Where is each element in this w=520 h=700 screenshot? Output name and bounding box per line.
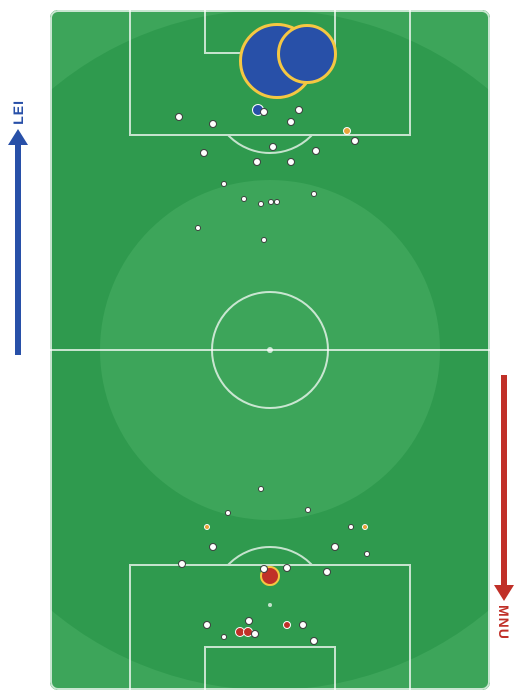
shot-marker <box>287 158 295 166</box>
shot-marker <box>343 127 351 135</box>
shot-marker <box>175 113 183 121</box>
shot-marker <box>245 617 253 625</box>
shot-map-figure: { "figure": { "type": "football-shot-map… <box>0 0 520 700</box>
shot-marker <box>283 564 291 572</box>
team-code-mnu: MNU <box>496 605 512 640</box>
arrow-head-icon <box>8 129 28 145</box>
shot-marker <box>178 560 186 568</box>
shot-marker <box>364 551 370 557</box>
team-code-lei: LEI <box>10 100 26 125</box>
shot-marker <box>253 158 261 166</box>
shot-marker <box>283 621 291 629</box>
shot-marker <box>305 507 311 513</box>
shot-marker <box>331 543 339 551</box>
shot-marker <box>260 108 268 116</box>
shot-marker <box>310 637 318 645</box>
shot-marker <box>251 630 259 638</box>
arrow-shaft <box>501 375 507 585</box>
shot-marker <box>241 196 247 202</box>
shot-marker <box>362 524 368 530</box>
shot-marker <box>225 510 231 516</box>
shot-marker <box>258 486 264 492</box>
shot-marker <box>323 568 331 576</box>
team-arrow-lei: LEI <box>8 100 28 355</box>
shot-marker <box>312 147 320 155</box>
shot-marker <box>200 149 208 157</box>
shot-marker <box>221 181 227 187</box>
shot-marker <box>195 225 201 231</box>
shot-marker <box>274 199 280 205</box>
shot-marker <box>260 565 268 573</box>
shot-marker <box>351 137 359 145</box>
shot-marker <box>299 621 307 629</box>
team-arrow-mnu: MNU <box>494 375 514 640</box>
shot-marker <box>348 524 354 530</box>
shots-layer <box>50 10 490 690</box>
shot-marker <box>295 106 303 114</box>
shot-marker <box>287 118 295 126</box>
arrow-shaft <box>15 145 21 355</box>
shot-marker <box>203 621 211 629</box>
shot-marker <box>261 237 267 243</box>
shot-marker <box>269 143 277 151</box>
shot-marker <box>209 543 217 551</box>
shot-marker <box>204 524 210 530</box>
big-shot-marker <box>277 24 337 84</box>
pitch <box>50 10 490 690</box>
arrow-head-icon <box>494 585 514 601</box>
shot-marker <box>258 201 264 207</box>
shot-marker <box>209 120 217 128</box>
shot-marker <box>311 191 317 197</box>
shot-marker <box>221 634 227 640</box>
